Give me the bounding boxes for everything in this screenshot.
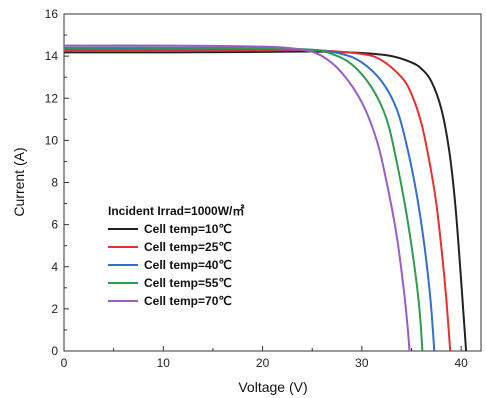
legend-label-4: Cell temp=55℃ <box>144 276 232 290</box>
y-tick-label: 8 <box>51 176 58 190</box>
legend-label-1: Cell temp=10℃ <box>144 222 232 236</box>
y-tick-label: 2 <box>51 302 58 316</box>
legend-label-3: Cell temp=40℃ <box>144 258 232 272</box>
y-tick-label: 12 <box>45 91 59 105</box>
y-tick-label: 16 <box>45 7 59 21</box>
legend-label-5: Cell temp=70℃ <box>144 294 232 308</box>
y-axis-title: Current (A) <box>11 147 27 216</box>
series-line-5 <box>63 44 411 352</box>
y-tick-label: 4 <box>51 260 58 274</box>
x-axis-ticks: 0 10 20 30 40 <box>61 346 468 370</box>
x-tick-label: 0 <box>61 356 68 370</box>
x-tick-label: 10 <box>157 356 171 370</box>
series-line-1 <box>63 50 468 352</box>
legend-title: Incident Irrad=1000W/㎡ <box>108 203 244 218</box>
y-axis-ticks: 0 2 4 6 8 10 12 14 16 <box>45 7 69 358</box>
x-axis-title: Voltage (V) <box>238 379 307 395</box>
legend: Incident Irrad=1000W/㎡ Cell temp=10℃Cell… <box>108 203 244 308</box>
y-tick-label: 0 <box>51 344 58 358</box>
series-line-4 <box>63 46 424 352</box>
series-lines <box>63 44 468 352</box>
x-tick-label: 30 <box>355 356 369 370</box>
x-tick-label: 40 <box>454 356 468 370</box>
x-tick-label: 20 <box>256 356 270 370</box>
series-line-3 <box>64 48 436 352</box>
y-tick-label: 10 <box>45 133 59 147</box>
legend-label-2: Cell temp=25℃ <box>144 240 232 254</box>
y-tick-label: 6 <box>51 218 58 232</box>
legend-items: Cell temp=10℃ Cell temp=25℃ Cell temp=40℃ C… <box>108 222 232 308</box>
y-tick-label: 14 <box>45 49 59 63</box>
series-line-2 <box>63 48 452 352</box>
